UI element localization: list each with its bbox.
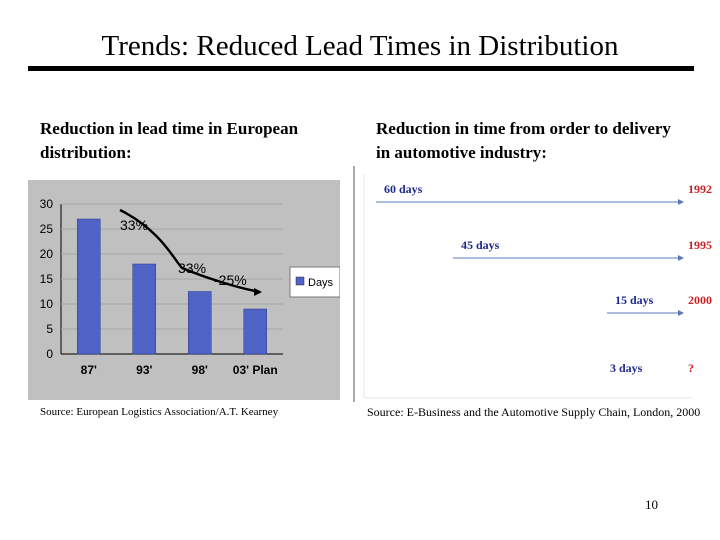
bar: [132, 263, 156, 355]
y-tick-label: 15: [40, 272, 54, 286]
trend-arrowhead: [254, 288, 262, 296]
timeline-year-label: 1992: [688, 182, 712, 196]
timeline-year-label: 2000: [688, 293, 712, 307]
y-tick-label: 30: [40, 197, 54, 211]
x-tick-label: 98': [192, 363, 208, 377]
x-tick-label: 93': [136, 363, 152, 377]
legend: Days: [289, 266, 340, 298]
timeline-arrowhead: [678, 255, 684, 261]
right-subtitle-line2: in automotive industry:: [376, 143, 547, 162]
timeline-chart: 60 days 1992 45 days 1995 15 days 2000 3 days?: [352, 166, 718, 402]
x-tick-label: 87': [81, 363, 97, 377]
right-source: Source: E-Business and the Automotive Su…: [367, 405, 701, 419]
left-source: Source: European Logistics Association/A…: [40, 406, 279, 418]
timeline-duration-label: 45 days: [461, 238, 500, 252]
bar: [243, 308, 267, 355]
trend-curve: [119, 208, 261, 294]
slide-title: Trends: Reduced Lead Times in Distributi…: [101, 30, 619, 62]
legend-swatch: [295, 276, 305, 286]
annotation-33-second: 33%: [178, 260, 206, 276]
bar: [77, 218, 101, 355]
timeline-duration-label: 15 days: [615, 293, 654, 307]
timeline-duration-label: 3 days: [610, 361, 643, 375]
right-subtitle: Reduction in time from order to delivery…: [376, 117, 720, 165]
y-tick-label: 0: [46, 347, 53, 361]
y-tick-label: 25: [40, 222, 54, 236]
page-number: 10: [645, 497, 658, 512]
annotation-33-first: 33%: [120, 217, 148, 233]
timeline-arrowhead: [678, 199, 684, 205]
timeline-year-label: 1995: [688, 238, 712, 252]
timeline-background: [352, 166, 718, 402]
timeline-arrowhead: [678, 310, 684, 316]
timeline-duration-label: 60 days: [384, 182, 423, 196]
annotation-minus-25: -25%: [214, 272, 247, 288]
x-tick-label: 03' Plan: [233, 363, 278, 377]
y-tick-label: 10: [40, 297, 54, 311]
legend-label: Days: [308, 277, 334, 289]
y-tick-label: 20: [40, 247, 54, 261]
left-subtitle: Reduction in lead time in European distr…: [40, 119, 299, 162]
y-tick-label: 5: [46, 322, 53, 336]
right-subtitle-line1: Reduction in time from order to delivery: [376, 119, 671, 138]
title-underline: [28, 66, 694, 71]
timeline-year-label: ?: [688, 361, 694, 375]
bar: [188, 291, 212, 355]
